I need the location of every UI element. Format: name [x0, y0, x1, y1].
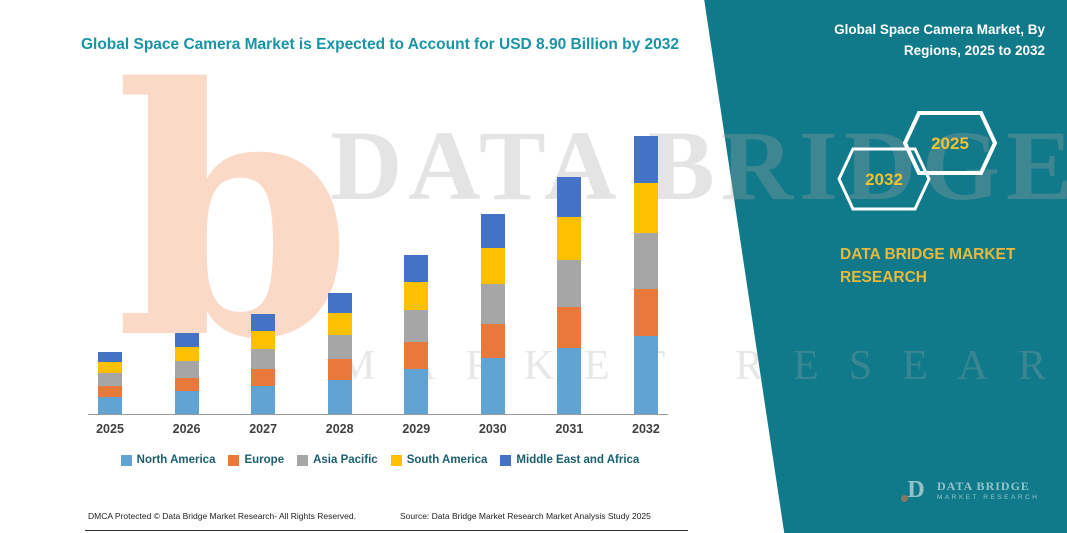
watermark-line1: DATA BRIDGE	[330, 110, 1067, 221]
segment-2028-asia-pacific	[327, 335, 352, 360]
footer-logo-text: DATA BRIDGE MARKET RESEARCH	[937, 479, 1039, 501]
footer-logo: D DATA BRIDGE MARKET RESEARCH	[901, 477, 1039, 503]
segment-2031-south-america	[557, 216, 582, 260]
legend-swatch	[390, 454, 402, 466]
legend-swatch	[297, 454, 309, 466]
legend-item-asia-pacific: Asia Pacific	[297, 454, 378, 466]
segment-2025-south-america	[98, 362, 122, 374]
segment-2025-north-america	[98, 396, 122, 414]
watermark-line2: MARKET RESEARCH	[338, 343, 1067, 389]
x-label-2028: 2028	[325, 422, 354, 436]
x-label-2031: 2031	[555, 422, 584, 436]
segment-2027-middle-east-and-africa	[251, 314, 276, 331]
segment-2032-south-america	[633, 183, 658, 234]
x-axis-labels: 2025 2026 2027 2028 2029 2030 2031 2032	[88, 422, 668, 436]
segment-2028-north-america	[327, 380, 352, 414]
legend-item-middle-east-and-africa: Middle East and Africa	[500, 454, 639, 466]
hexagon-2032-label: 2032	[865, 170, 903, 189]
hexagon-2025-label: 2025	[931, 134, 969, 153]
segment-2030-asia-pacific	[480, 284, 505, 325]
legend-label: Asia Pacific	[313, 454, 378, 466]
segment-2030-middle-east-and-africa	[480, 214, 505, 249]
segment-2027-europe	[251, 369, 276, 386]
segment-2031-north-america	[557, 347, 582, 414]
chart-title: Global Space Camera Market is Expected t…	[80, 36, 680, 53]
legend-item-europe: Europe	[228, 454, 284, 466]
bottom-divider	[85, 530, 688, 531]
x-label-2032: 2032	[632, 422, 660, 436]
segment-2029-south-america	[404, 281, 429, 311]
brand-name: DATA BRIDGE MARKET RESEARCH	[840, 243, 1015, 290]
footer-logo-name: DATA BRIDGE	[937, 479, 1030, 493]
segment-2032-europe	[633, 289, 658, 337]
x-label-2030: 2030	[478, 422, 507, 436]
segment-2026-middle-east-and-africa	[174, 332, 199, 347]
bar-2029	[394, 254, 438, 414]
legend-item-south-america: South America	[390, 454, 488, 466]
segment-2030-north-america	[480, 358, 505, 414]
x-label-2026: 2026	[172, 422, 201, 436]
dmca-notice: DMCA Protected © Data Bridge Market Rese…	[88, 511, 356, 521]
legend: North America Europe Asia Pacific South Ame…	[60, 454, 700, 466]
segment-2030-south-america	[480, 248, 505, 285]
brand-b-watermark: b	[115, 15, 353, 414]
segment-2028-middle-east-and-africa	[327, 292, 352, 314]
segment-2027-south-america	[251, 330, 276, 350]
legend-label: South America	[406, 454, 488, 466]
segment-2025-middle-east-and-africa	[98, 351, 122, 363]
segment-2027-asia-pacific	[251, 349, 276, 370]
segment-2028-europe	[327, 359, 352, 380]
bar-2032	[624, 135, 668, 414]
segment-2027-north-america	[251, 385, 276, 414]
bar-2026	[165, 332, 209, 414]
segment-2032-north-america	[633, 336, 658, 414]
segment-2031-middle-east-and-africa	[557, 176, 582, 217]
segment-2028-south-america	[327, 313, 352, 336]
hexagon-2025: 2025	[902, 111, 998, 175]
segment-2026-asia-pacific	[174, 361, 199, 378]
segment-2026-europe	[174, 377, 199, 392]
segment-2026-north-america	[174, 391, 199, 414]
segment-2029-asia-pacific	[404, 310, 429, 343]
segment-2031-europe	[557, 307, 582, 348]
segment-2026-south-america	[174, 346, 199, 362]
bar-2025	[88, 351, 132, 414]
bar-2027	[241, 314, 285, 414]
segment-2025-europe	[98, 385, 122, 397]
segment-2032-asia-pacific	[633, 233, 658, 290]
x-label-2027: 2027	[249, 422, 278, 436]
x-label-2029: 2029	[402, 422, 431, 436]
legend-label: Middle East and Africa	[516, 454, 640, 466]
segment-2030-europe	[480, 324, 505, 359]
segment-2029-europe	[404, 342, 429, 370]
brand-line2: RESEARCH	[840, 269, 927, 287]
source-note: Source: Data Bridge Market Research Mark…	[400, 511, 651, 521]
bar-2031	[547, 176, 591, 414]
bar-chart	[88, 132, 668, 415]
legend-swatch	[120, 454, 132, 466]
bar-2030	[471, 214, 515, 414]
bar-2028	[318, 292, 362, 414]
brand-line1: DATA BRIDGE MARKET	[840, 246, 1016, 263]
hexagon-2032: 2032	[837, 147, 931, 211]
footer-logo-tagline: MARKET RESEARCH	[937, 494, 1040, 501]
data-bridge-logo-icon: D	[901, 477, 929, 503]
legend-label: North America	[136, 454, 216, 466]
legend-item-north-america: North America	[120, 454, 216, 466]
segment-2025-asia-pacific	[98, 373, 122, 386]
legend-swatch	[500, 454, 512, 466]
segment-2029-middle-east-and-africa	[404, 254, 429, 282]
side-panel-heading: Global Space Camera Market, By Regions, …	[834, 22, 1045, 58]
legend-swatch	[228, 454, 240, 466]
x-label-2025: 2025	[96, 422, 124, 436]
legend-label: Europe	[244, 454, 285, 466]
segment-2029-north-america	[404, 369, 429, 414]
segment-2032-middle-east-and-africa	[633, 135, 658, 184]
segment-2031-asia-pacific	[557, 259, 582, 308]
